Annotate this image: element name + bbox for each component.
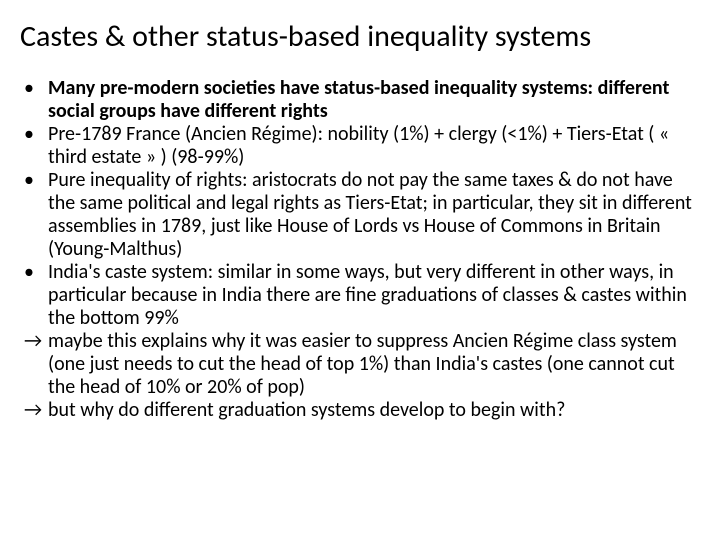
- list-item-text: maybe this explains why it was easier to…: [48, 330, 700, 399]
- list-item: → but why do different graduation system…: [20, 399, 700, 422]
- list-item: → maybe this explains why it was easier …: [20, 330, 700, 399]
- list-item-text: Many pre-modern societies have status-ba…: [48, 77, 700, 123]
- bullet-marker: •: [20, 261, 48, 330]
- list-item: • Pre-1789 France (Ancien Régime): nobil…: [20, 123, 700, 169]
- bullet-marker: •: [20, 77, 48, 123]
- list-item-text: Pre-1789 France (Ancien Régime): nobilit…: [48, 123, 700, 169]
- slide-body: • Many pre-modern societies have status-…: [20, 77, 700, 422]
- slide-title: Castes & other status-based inequality s…: [20, 18, 700, 55]
- list-item-text: but why do different graduation systems …: [48, 399, 700, 422]
- list-item: • Many pre-modern societies have status-…: [20, 77, 700, 123]
- list-item-text: India's caste system: similar in some wa…: [48, 261, 700, 330]
- bullet-marker: •: [20, 123, 48, 169]
- arrow-marker: →: [20, 399, 48, 422]
- list-item: • Pure inequality of rights: aristocrats…: [20, 169, 700, 261]
- arrow-marker: →: [20, 330, 48, 399]
- list-item-text: Pure inequality of rights: aristocrats d…: [48, 169, 700, 261]
- bullet-marker: •: [20, 169, 48, 261]
- slide: Castes & other status-based inequality s…: [0, 0, 720, 540]
- list-item: • India's caste system: similar in some …: [20, 261, 700, 330]
